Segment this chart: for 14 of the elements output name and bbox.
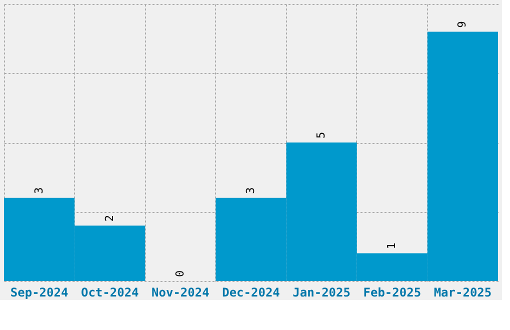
data-label: 2: [102, 214, 116, 222]
data-label: 9: [456, 21, 469, 28]
x-tick-label: Feb-2025: [363, 286, 422, 300]
data-label: 3: [32, 187, 46, 194]
x-tick-label: Dec-2024: [222, 286, 280, 300]
data-label: 3: [244, 187, 257, 194]
x-tick-label: Mar-2025: [434, 286, 492, 300]
x-tick-label: Nov-2024: [152, 286, 210, 300]
x-tick-label: Oct-2024: [80, 286, 139, 300]
data-label: 0: [173, 270, 186, 277]
x-tick-label: Jan-2025: [292, 286, 350, 300]
x-tick-label: Sep-2024: [10, 286, 68, 300]
data-label: 1: [385, 242, 398, 250]
data-label: 5: [314, 132, 328, 138]
